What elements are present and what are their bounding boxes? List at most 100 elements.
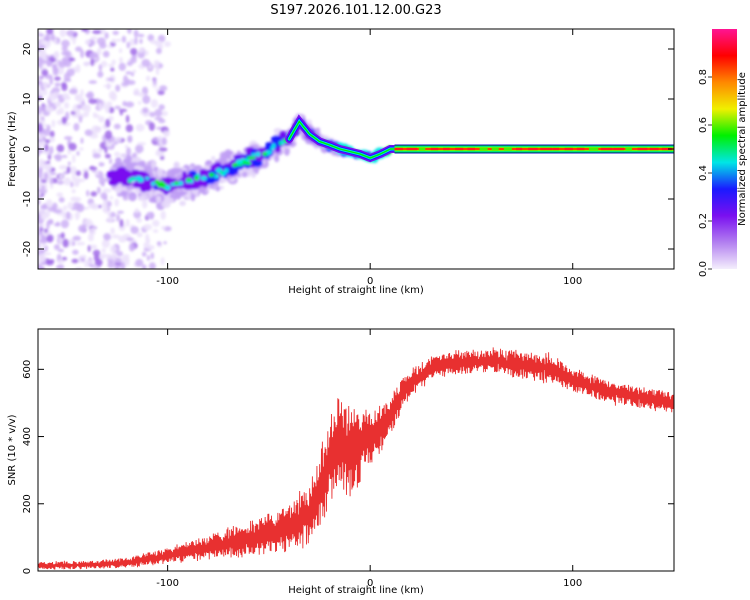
noise-speck (38, 141, 45, 147)
y-tick-label: 400 (22, 427, 33, 446)
noise-speck (63, 177, 71, 186)
noise-speck (38, 242, 41, 250)
y-tick-label: 600 (22, 360, 33, 379)
halo-speck (251, 171, 256, 178)
noise-speck (58, 61, 66, 68)
ridge-peak (262, 152, 268, 157)
noise-speck (52, 177, 58, 184)
noise-speck (91, 125, 100, 134)
ridge-blob (181, 170, 187, 179)
noise-speck (160, 110, 169, 117)
noise-speck (115, 84, 121, 92)
noise-speck (105, 253, 112, 260)
spectrogram-x-label: Height of straight line (km) (288, 285, 424, 296)
noise-speck (156, 47, 162, 55)
noise-speck (121, 35, 127, 43)
noise-speck (136, 232, 143, 238)
x-tick-label: 100 (563, 578, 582, 589)
noise-speck (38, 33, 45, 37)
noise-speck (88, 166, 98, 170)
ridge-blob (112, 177, 118, 185)
noise-speck (53, 52, 59, 59)
noise-speck (158, 147, 168, 152)
noise-speck (76, 104, 83, 109)
noise-speck (116, 250, 123, 257)
noise-speck (110, 244, 117, 254)
ridge-blob (144, 183, 153, 190)
noise-speck (80, 227, 86, 233)
noise-speck (139, 38, 143, 44)
noise-speck (73, 123, 80, 131)
noise-speck (115, 136, 122, 143)
halo-speck (137, 161, 146, 167)
noise-speck (70, 181, 74, 188)
halo-speck (148, 197, 158, 203)
noise-speck (163, 130, 169, 136)
noise-speck (96, 37, 106, 45)
noise-speck (61, 256, 68, 261)
ridge-peak (137, 177, 144, 183)
halo-speck (221, 178, 228, 183)
noise-speck (46, 29, 54, 35)
noise-speck (72, 249, 79, 255)
noise-speck (85, 93, 93, 98)
noise-speck (150, 252, 155, 260)
halo-speck (211, 156, 216, 161)
noise-speck (89, 227, 96, 236)
snr-frame (37, 328, 675, 572)
noise-speck (96, 47, 102, 56)
noise-speck (119, 57, 123, 64)
noise-speck (67, 57, 76, 62)
chart-title: S197.2026.101.12.00.G23 (270, 3, 441, 18)
noise-speck (56, 265, 60, 269)
snr-panel: -100 0 100 0 200 400 600 Height of straight l… (7, 328, 675, 596)
noise-speck (38, 191, 42, 197)
ridge-blob (137, 170, 146, 177)
noise-speck (92, 153, 101, 159)
noise-speck (43, 151, 52, 155)
noise-speck (145, 75, 151, 82)
noise-speck (125, 71, 132, 75)
noise-speck (119, 219, 124, 228)
noise-speck (116, 214, 120, 222)
noise-speck (143, 224, 153, 231)
halo-speck (156, 168, 164, 178)
colorbar-label: Normalized spectral amplitude (737, 72, 748, 226)
noise-speck (124, 144, 129, 149)
noise-speck (137, 101, 142, 105)
noise-speck (133, 210, 142, 219)
noise-speck (90, 244, 98, 250)
ridge-blob (199, 168, 209, 176)
noise-speck (63, 205, 67, 211)
noise-speck (104, 130, 113, 140)
halo-speck (179, 200, 186, 206)
noise-speck (87, 245, 91, 252)
noise-speck (103, 84, 112, 88)
ridge-peak (251, 153, 257, 157)
noise-speck (47, 163, 52, 172)
noise-speck (72, 235, 82, 241)
noise-speck (61, 46, 68, 52)
spectrogram-y-label: Frequency (Hz) (7, 111, 18, 187)
noise-speck (155, 150, 162, 157)
noise-speck (141, 264, 147, 269)
y-tick-label: -10 (22, 191, 33, 207)
noise-speck (109, 195, 113, 200)
halo-speck (125, 154, 132, 163)
noise-speck (44, 182, 48, 191)
noise-speck (78, 115, 83, 123)
noise-speck (79, 147, 84, 151)
noise-speck (40, 234, 47, 242)
noise-speck (71, 189, 76, 194)
halo-speck (134, 188, 142, 194)
halo-speck (120, 190, 126, 196)
noise-speck (111, 59, 116, 65)
noise-speck (107, 77, 114, 82)
noise-speck (53, 209, 62, 214)
noise-speck (52, 202, 58, 211)
noise-speck (53, 223, 61, 227)
noise-speck (63, 72, 71, 81)
y-tick-label: 0 (22, 568, 33, 574)
noise-speck (152, 137, 158, 142)
